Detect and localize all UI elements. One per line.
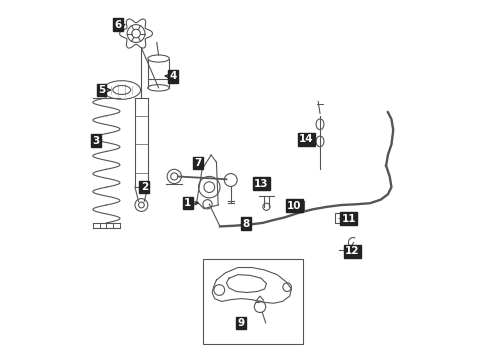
Text: 3: 3 xyxy=(92,136,99,146)
Text: 1: 1 xyxy=(184,198,192,208)
Text: 7: 7 xyxy=(194,158,201,168)
Text: 14: 14 xyxy=(299,134,314,144)
Text: 10: 10 xyxy=(287,201,301,211)
Text: 9: 9 xyxy=(237,318,245,328)
Text: 11: 11 xyxy=(342,213,356,224)
Text: 8: 8 xyxy=(242,219,249,229)
Text: 12: 12 xyxy=(345,247,360,256)
Text: 2: 2 xyxy=(141,182,148,192)
Text: 4: 4 xyxy=(169,71,176,81)
Bar xyxy=(335,213,348,223)
Text: 6: 6 xyxy=(115,19,122,30)
Text: 13: 13 xyxy=(254,179,269,189)
Bar xyxy=(203,258,303,344)
Text: 5: 5 xyxy=(98,85,105,95)
